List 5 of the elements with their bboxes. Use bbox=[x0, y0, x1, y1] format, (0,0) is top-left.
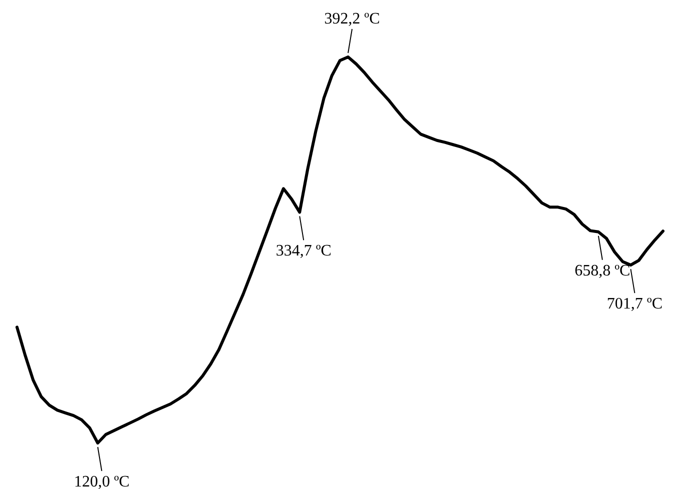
annotation: 120,0 ºC bbox=[74, 474, 130, 489]
annotation: 658,8 ºC bbox=[574, 262, 630, 280]
annotation: 701,7 ºC bbox=[606, 296, 663, 313]
annotation: 392,2 ºC bbox=[324, 10, 380, 28]
annotation: 334,7 ºC bbox=[276, 242, 332, 260]
